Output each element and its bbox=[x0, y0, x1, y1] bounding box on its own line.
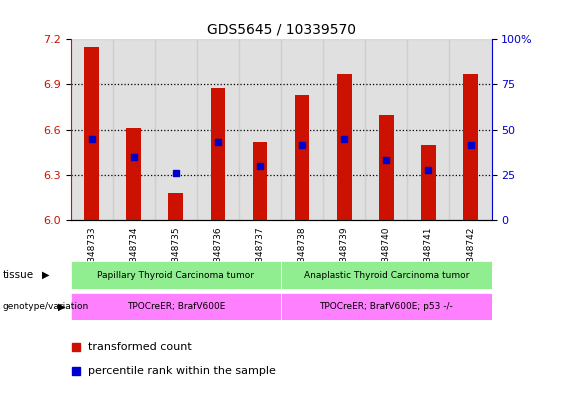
Text: genotype/variation: genotype/variation bbox=[3, 302, 89, 311]
Bar bbox=[168, 193, 183, 220]
Text: percentile rank within the sample: percentile rank within the sample bbox=[88, 366, 276, 376]
Text: TPOCreER; BrafV600E: TPOCreER; BrafV600E bbox=[127, 302, 225, 311]
Bar bbox=[379, 115, 394, 220]
Bar bbox=[337, 74, 351, 220]
Bar bbox=[323, 39, 366, 220]
Bar bbox=[253, 142, 267, 220]
Bar bbox=[450, 39, 492, 220]
Bar bbox=[113, 39, 155, 220]
Text: transformed count: transformed count bbox=[88, 342, 192, 352]
Text: Anaplastic Thyroid Carcinoma tumor: Anaplastic Thyroid Carcinoma tumor bbox=[303, 271, 469, 279]
Bar bbox=[281, 39, 323, 220]
Bar bbox=[155, 39, 197, 220]
Title: GDS5645 / 10339570: GDS5645 / 10339570 bbox=[207, 23, 355, 37]
Bar bbox=[127, 128, 141, 220]
Text: tissue: tissue bbox=[3, 270, 34, 280]
Bar bbox=[281, 293, 492, 320]
Bar bbox=[71, 39, 113, 220]
Bar bbox=[197, 39, 239, 220]
Text: ▶: ▶ bbox=[58, 301, 65, 312]
Bar bbox=[281, 261, 492, 289]
Bar bbox=[365, 39, 407, 220]
Text: Papillary Thyroid Carcinoma tumor: Papillary Thyroid Carcinoma tumor bbox=[97, 271, 254, 279]
Bar bbox=[463, 74, 478, 220]
Bar bbox=[71, 293, 281, 320]
Bar bbox=[211, 88, 225, 220]
Bar bbox=[71, 261, 281, 289]
Bar bbox=[84, 47, 99, 220]
Text: TPOCreER; BrafV600E; p53 -/-: TPOCreER; BrafV600E; p53 -/- bbox=[319, 302, 453, 311]
Bar bbox=[239, 39, 281, 220]
Text: ▶: ▶ bbox=[42, 270, 50, 280]
Bar bbox=[407, 39, 450, 220]
Bar bbox=[295, 95, 310, 220]
Bar bbox=[421, 145, 436, 220]
